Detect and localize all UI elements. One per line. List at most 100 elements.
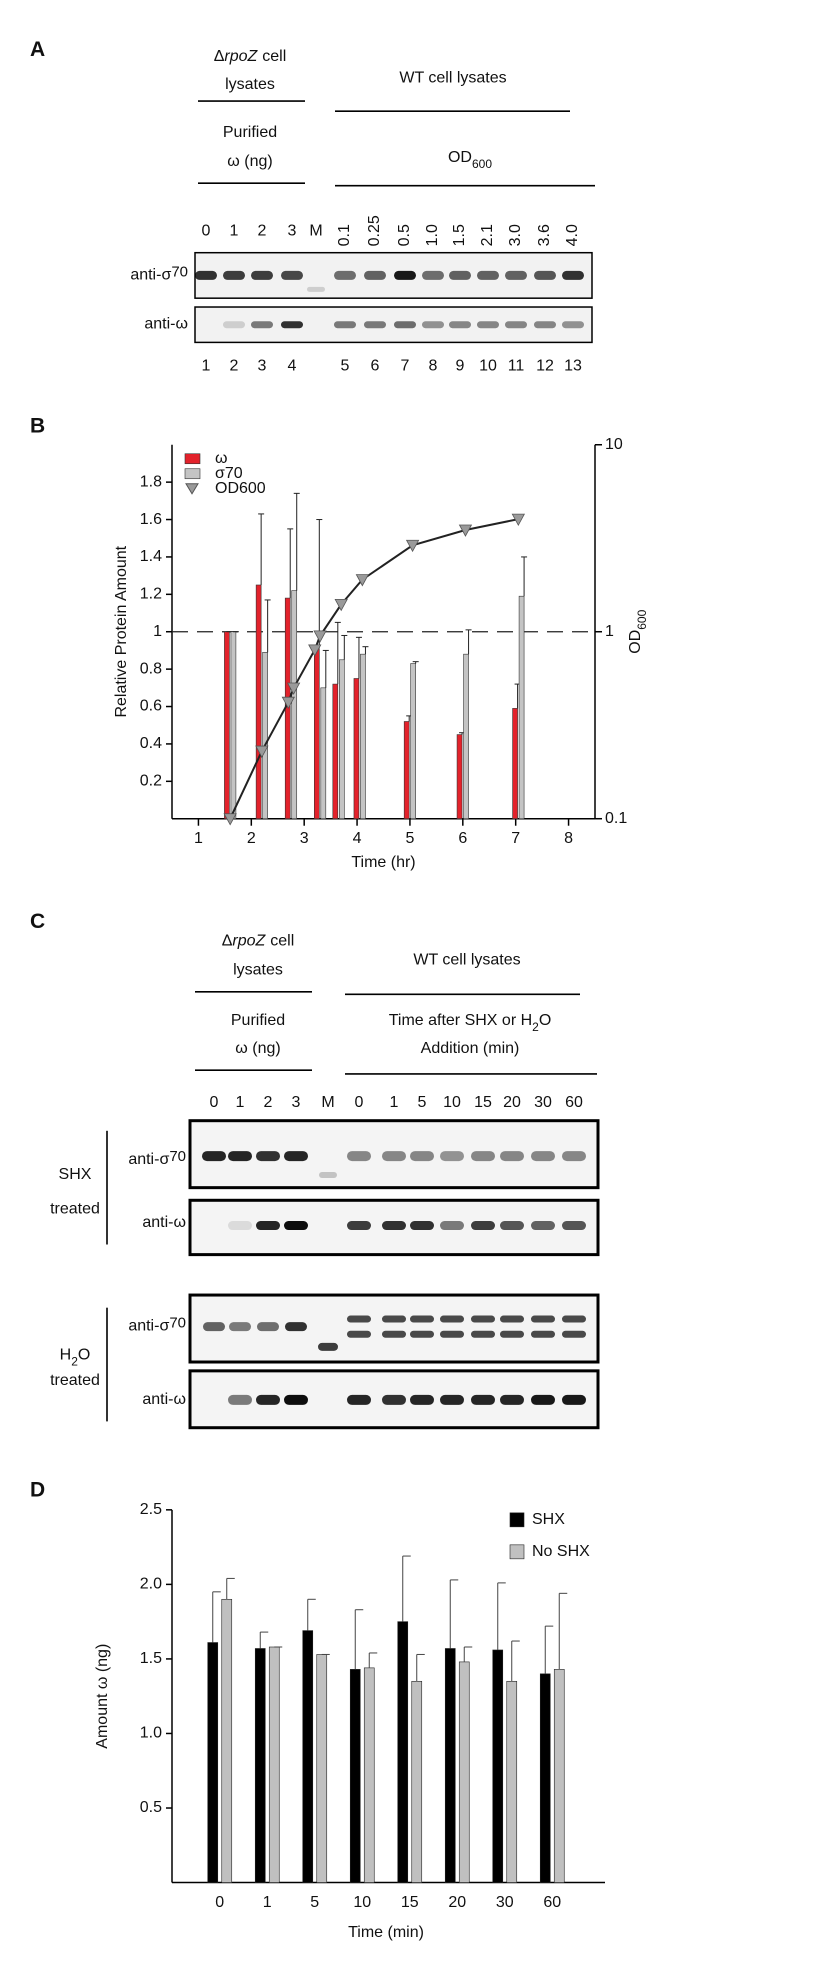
legend-label: OD600 bbox=[215, 480, 266, 497]
bar bbox=[512, 708, 518, 820]
lane-label: 30 bbox=[534, 1094, 552, 1111]
group-name-part: SHX bbox=[59, 1166, 92, 1183]
band bbox=[440, 1151, 464, 1162]
lane-label: 0 bbox=[210, 1094, 219, 1111]
lane-label: 1.5 bbox=[451, 224, 468, 246]
y-tick-label: 1.6 bbox=[140, 511, 162, 528]
legend-marker bbox=[509, 1512, 525, 1528]
band bbox=[382, 1151, 406, 1162]
lane-number: 8 bbox=[429, 358, 438, 375]
bar bbox=[363, 1667, 375, 1883]
od-point bbox=[458, 524, 473, 537]
y-tick-label: 0.2 bbox=[140, 773, 162, 790]
band bbox=[562, 321, 584, 329]
lane-label: 3 bbox=[292, 1094, 301, 1111]
band bbox=[410, 1315, 434, 1323]
group-header-part: 2 bbox=[532, 1020, 539, 1034]
y2-tick-label: 10 bbox=[605, 436, 623, 453]
x-tick-label: 10 bbox=[353, 1894, 371, 1911]
lane-label: M bbox=[321, 1094, 334, 1111]
band bbox=[284, 1221, 308, 1231]
band bbox=[195, 270, 217, 280]
band bbox=[531, 1394, 555, 1405]
band bbox=[440, 1221, 464, 1231]
band bbox=[562, 1330, 586, 1338]
x-tick-label: 2 bbox=[247, 830, 256, 847]
panel-letter: C bbox=[30, 910, 45, 933]
x-axis-label: Time (hr) bbox=[351, 854, 415, 871]
lane-label: 1 bbox=[390, 1094, 399, 1111]
group-name: treated bbox=[50, 1372, 100, 1389]
band bbox=[347, 1394, 371, 1405]
band bbox=[334, 270, 356, 280]
y-tick-label: 2.0 bbox=[140, 1576, 162, 1593]
bar bbox=[492, 1649, 504, 1883]
legend-marker bbox=[185, 483, 199, 495]
bar bbox=[268, 1646, 280, 1883]
bar bbox=[291, 590, 298, 820]
band bbox=[318, 1342, 338, 1351]
bar bbox=[221, 1598, 233, 1883]
band bbox=[505, 321, 527, 329]
group-header: ω (ng) bbox=[235, 1040, 280, 1057]
lane-label: 0 bbox=[202, 222, 211, 239]
lane-label: 3.0 bbox=[507, 224, 524, 246]
lane-label: 15 bbox=[474, 1094, 492, 1111]
group-header-part: cell bbox=[270, 932, 294, 949]
band bbox=[471, 1151, 495, 1162]
blot-label-part: 70 bbox=[171, 263, 188, 280]
lane-label: 1 bbox=[236, 1094, 245, 1111]
bar bbox=[224, 631, 230, 820]
band bbox=[477, 270, 499, 280]
band bbox=[251, 270, 273, 280]
blot-label-part: anti-ω bbox=[142, 1214, 186, 1231]
x-tick-label: 15 bbox=[401, 1894, 419, 1911]
group-header-part: Δ bbox=[222, 932, 233, 949]
od-point bbox=[286, 682, 301, 695]
lane-label: 60 bbox=[565, 1094, 583, 1111]
lane-label: 2 bbox=[258, 222, 267, 239]
lane-number: 1 bbox=[202, 358, 211, 375]
group-header: ΔrpoZ cell bbox=[222, 932, 295, 949]
lane-label: 4.0 bbox=[564, 224, 581, 246]
bar bbox=[360, 653, 366, 820]
od-point bbox=[255, 745, 269, 758]
y-tick-label: 1.8 bbox=[140, 473, 162, 490]
band bbox=[500, 1394, 524, 1405]
bar bbox=[553, 1669, 565, 1883]
y-tick-label: 2.5 bbox=[140, 1501, 162, 1518]
x-tick-label: 1 bbox=[194, 830, 203, 847]
bar bbox=[262, 651, 268, 820]
blot-label: anti-ω bbox=[142, 1214, 186, 1231]
band bbox=[228, 1221, 252, 1231]
od-point bbox=[511, 513, 526, 526]
band bbox=[477, 321, 499, 329]
band bbox=[256, 1394, 280, 1405]
panel-letter: A bbox=[30, 38, 45, 61]
lane-label: 5 bbox=[418, 1094, 427, 1111]
band bbox=[471, 1330, 495, 1338]
bar bbox=[207, 1642, 219, 1883]
lane-number: 12 bbox=[536, 358, 554, 375]
group-header: lysates bbox=[233, 962, 283, 979]
legend-label: σ70 bbox=[215, 465, 243, 482]
group-name: SHX bbox=[59, 1166, 92, 1183]
group-header-part: Time after SHX or H bbox=[389, 1012, 532, 1029]
band bbox=[410, 1151, 434, 1162]
bar bbox=[353, 678, 360, 820]
legend-label: No SHX bbox=[532, 1543, 590, 1560]
y-tick-label: 1.2 bbox=[140, 586, 162, 603]
group-header-part: Δ bbox=[214, 48, 225, 65]
od-point bbox=[308, 644, 322, 657]
legend-label: SHX bbox=[532, 1511, 565, 1528]
group-header-part: rpoZ bbox=[232, 932, 266, 949]
lane-label: 2.1 bbox=[479, 224, 496, 246]
band bbox=[500, 1151, 524, 1162]
group-header-part: rpoZ bbox=[224, 48, 258, 65]
blot-label-part: anti-ω bbox=[144, 316, 188, 333]
bar bbox=[255, 584, 262, 820]
lane-label: 3 bbox=[288, 222, 297, 239]
band bbox=[500, 1330, 524, 1338]
band bbox=[562, 1315, 586, 1323]
band bbox=[500, 1221, 524, 1231]
